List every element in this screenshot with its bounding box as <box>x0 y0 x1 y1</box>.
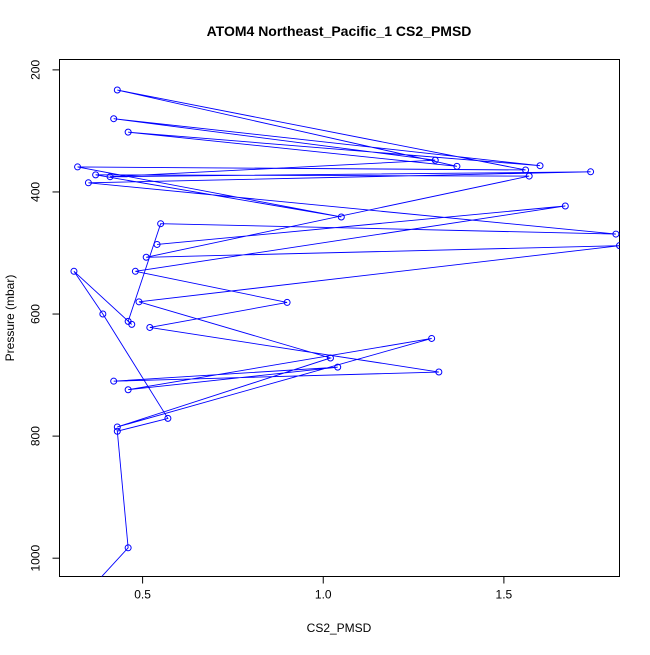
data-point <box>561 202 569 210</box>
data-point <box>326 354 334 362</box>
data-point <box>428 334 436 342</box>
data-point <box>110 377 118 385</box>
series-layer <box>70 86 620 577</box>
y-axis: 200 400 600 800 1000 <box>29 60 60 572</box>
x-tick-label: 1.0 <box>315 588 332 602</box>
data-point <box>131 267 139 275</box>
data-point <box>435 368 443 376</box>
data-point <box>536 162 544 170</box>
chart-title: ATOM4 Northeast_Pacific_1 CS2_PMSD <box>207 23 472 39</box>
data-point <box>453 162 461 170</box>
y-axis-label: Pressure (mbar) <box>3 275 17 362</box>
data-point <box>334 363 342 371</box>
x-tick-label: 1.5 <box>496 588 513 602</box>
data-point <box>616 242 620 250</box>
x-axis-label: CS2_PMSD <box>307 621 372 635</box>
data-point <box>431 156 439 164</box>
y-tick-label: 1000 <box>29 545 43 572</box>
data-point <box>612 230 620 238</box>
data-point <box>124 544 132 552</box>
data-point <box>587 168 595 176</box>
data-point <box>70 267 78 275</box>
data-point <box>525 172 533 180</box>
data-point <box>164 414 172 422</box>
data-point <box>113 86 121 94</box>
data-point <box>74 163 82 171</box>
data-point <box>124 128 132 136</box>
y-tick-label: 400 <box>29 182 43 202</box>
x-axis: 0.5 1.0 1.5 <box>134 576 513 602</box>
data-point <box>142 253 150 261</box>
data-point <box>157 220 165 228</box>
data-point <box>522 166 530 174</box>
data-point <box>146 323 154 331</box>
data-point <box>113 423 121 431</box>
data-point <box>153 240 161 248</box>
data-point <box>84 179 92 187</box>
data-point <box>337 213 345 221</box>
data-point <box>106 173 114 181</box>
x-tick-label: 0.5 <box>134 588 151 602</box>
data-point <box>113 427 121 435</box>
data-point <box>283 298 291 306</box>
data-point <box>124 386 132 394</box>
y-tick-label: 800 <box>29 426 43 446</box>
data-point <box>92 171 100 179</box>
data-point <box>124 317 132 325</box>
data-point <box>135 298 143 306</box>
data-point <box>110 115 118 123</box>
y-tick-label: 600 <box>29 304 43 324</box>
data-point <box>99 310 107 318</box>
y-tick-label: 200 <box>29 60 43 80</box>
